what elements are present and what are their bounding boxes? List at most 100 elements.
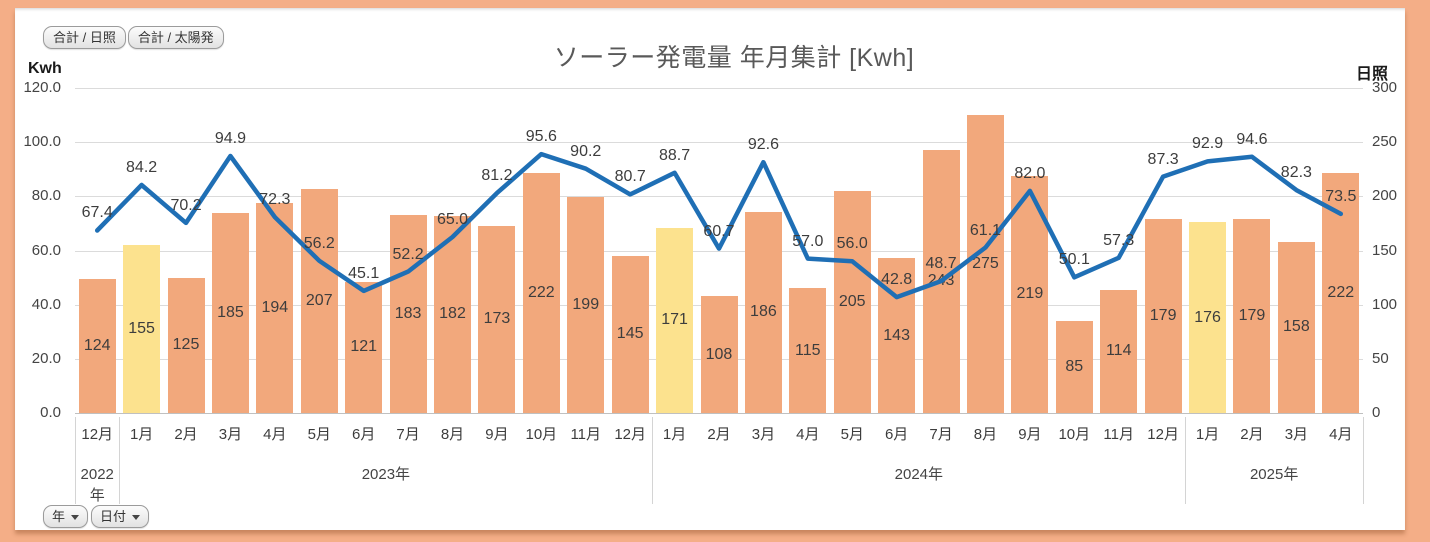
y-axis-tick-left: 120.0 [23,79,61,96]
year-label: 2025年 [1249,466,1299,483]
y-axis-tick-right: 300 [1372,79,1398,96]
line-data-label: 72.3 [259,191,291,209]
bar[interactable] [78,278,116,413]
bar[interactable] [211,212,249,413]
month-label: 3月 [218,426,243,443]
bar-label: 155 [128,320,155,338]
line-data-label: 61.1 [969,221,1002,239]
bar-label: 125 [172,336,200,354]
line-data-label: 88.7 [659,146,691,164]
bar-label: 205 [838,292,866,310]
date-filter-dropdown[interactable]: 日付 [91,505,150,528]
month-label: 9月 [1018,426,1042,443]
line-data-label: 57.3 [1103,231,1135,249]
line-data-label: 70.2 [170,196,202,214]
y-axis-tick-right: 250 [1372,133,1398,151]
bar[interactable] [966,115,1004,413]
bar-label: 222 [527,283,555,301]
bar[interactable] [389,214,427,413]
bar-label: 171 [661,311,688,329]
bar[interactable] [167,277,205,413]
bar[interactable] [345,281,383,413]
line-data-label: 57.0 [792,232,824,250]
y-axis-tick-right: 150 [1372,241,1398,259]
bar-label: 194 [261,298,289,316]
chart-plot-area: 120.0 300 100.0 250 80.0 200 60.0 150 40.0 100 20.… [15,8,1405,530]
month-label: 1月 [1195,426,1220,443]
series-button-sunshine[interactable]: 合計 / 日照 [43,26,126,49]
bar[interactable] [611,255,649,413]
year-label: 2023年 [361,466,411,483]
line-data-label: 90.2 [570,142,602,160]
grid-line [75,88,1363,89]
chart-panel: 合計 / 日照 合計 / 太陽発 ソーラー発電量 年月集計 [Kwh] Kwh 日… [15,8,1405,530]
bar-label: 173 [483,310,511,328]
bar[interactable] [1277,241,1315,413]
y-axis-tick-right: 200 [1372,187,1398,205]
filter-toolbar: 年 日付 [43,505,152,528]
year-filter-dropdown[interactable]: 年 [43,505,89,528]
bar[interactable] [789,288,827,413]
month-label: 5月 [840,426,864,443]
line-data-label: 45.1 [348,264,380,282]
bar[interactable] [256,202,294,413]
bar-label: 183 [394,304,422,322]
line-data-label: 60.7 [703,222,735,240]
bar[interactable] [123,245,161,413]
bar[interactable] [300,188,338,413]
line-data-label: 65.0 [436,210,469,228]
year-separator [1363,417,1364,504]
y-axis-tick-left: 80.0 [31,187,61,205]
bar-label: 121 [350,338,378,356]
month-label: 8月 [440,426,465,443]
bar[interactable] [1189,222,1227,413]
y-axis-tick-left: 20.0 [31,349,61,367]
bar[interactable] [744,211,782,413]
line-data-label: 56.0 [836,235,868,253]
bar-label: 207 [305,291,333,309]
bar[interactable] [833,190,871,413]
bar-label: 158 [1283,318,1310,336]
month-label: 1月 [129,426,154,443]
year-separator [119,417,121,504]
month-label: 4月 [1329,426,1353,443]
bar[interactable] [1055,320,1093,413]
bar[interactable] [478,225,516,413]
y-axis-tick-left: 60.0 [31,241,61,259]
month-label: 7月 [396,426,420,443]
bar-label: 199 [572,296,600,314]
month-label: 4月 [796,426,820,443]
bar-label: 108 [705,345,733,363]
bar[interactable] [522,172,560,413]
bar[interactable] [1100,289,1138,413]
grid-line [75,196,1363,198]
series-button-solar[interactable]: 合計 / 太陽発 [127,26,224,49]
bar[interactable] [1144,219,1182,413]
line-data-label: 94.6 [1236,130,1268,148]
bar[interactable] [567,197,605,413]
grid-line [75,142,1363,144]
right-axis-unit-label: 日照 [1356,66,1389,83]
bar[interactable] [700,296,738,413]
line-data-label: 56.2 [303,234,335,252]
line-data-label: 42.8 [881,271,913,289]
y-axis-tick-right: 100 [1372,295,1398,313]
bar[interactable] [878,258,916,413]
year-separator [75,417,76,504]
bar-label: 219 [1016,285,1044,303]
month-label: 6月 [352,426,376,443]
bar[interactable] [1233,219,1271,413]
left-axis-unit-label: Kwh [28,60,62,77]
line-data-label: 95.6 [525,128,557,146]
line-data-label: 94.9 [214,129,246,147]
caret-down-icon [71,515,80,521]
month-label: 11月 [1103,426,1134,443]
bar[interactable] [656,227,694,413]
line-data-label: 80.7 [614,168,646,186]
month-label: 3月 [1284,426,1309,443]
grid-line [75,250,1363,252]
bar-label: 275 [972,255,999,273]
month-label: 11月 [570,426,602,443]
month-label: 7月 [929,426,953,443]
